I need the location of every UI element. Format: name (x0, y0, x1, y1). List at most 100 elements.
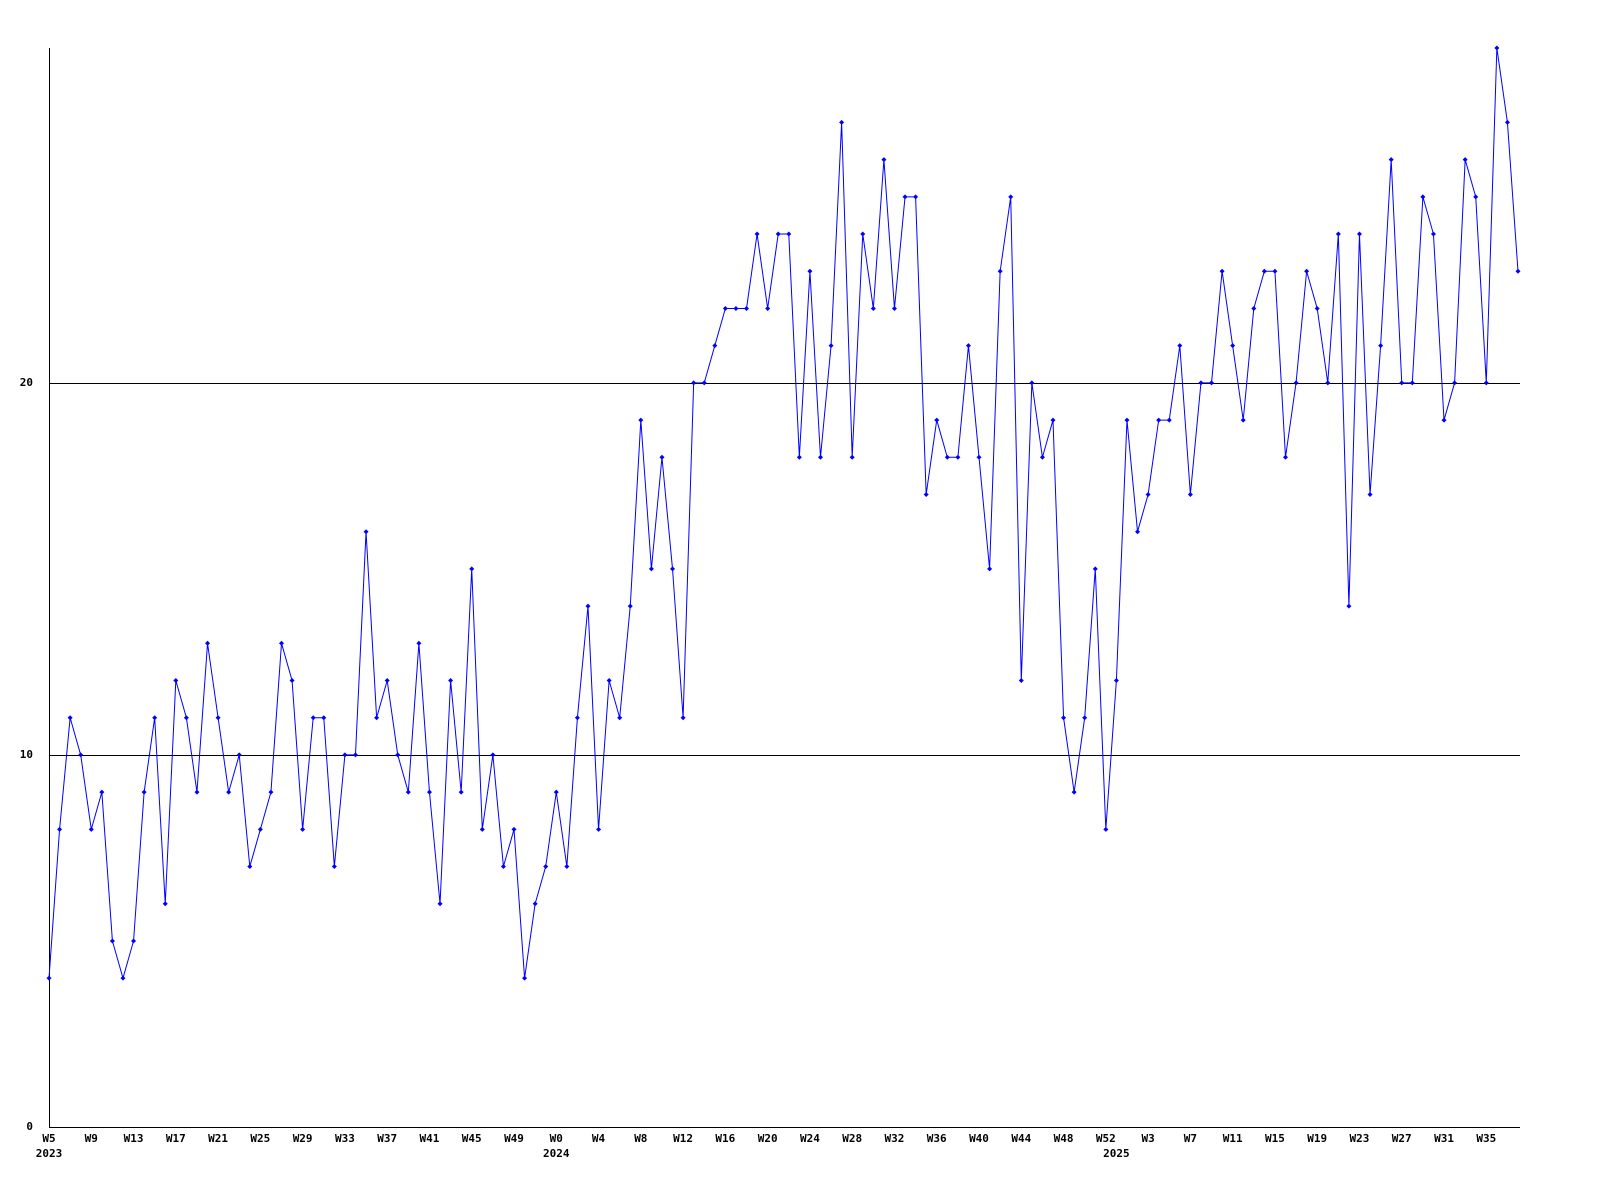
x-tick-label: W32 (885, 1132, 905, 1145)
point (405, 789, 411, 795)
point (416, 640, 422, 646)
point (1050, 417, 1056, 423)
point (131, 938, 137, 944)
x-tick-label: W44 (1011, 1132, 1031, 1145)
point (913, 194, 919, 200)
point (374, 715, 380, 721)
point (585, 603, 591, 609)
point (1061, 715, 1067, 721)
x-tick-label: W23 (1350, 1132, 1370, 1145)
point (1187, 491, 1193, 497)
point (1124, 417, 1130, 423)
point (775, 231, 781, 237)
point (786, 231, 792, 237)
point (268, 789, 274, 795)
point (152, 715, 158, 721)
point (469, 566, 475, 572)
point (670, 566, 676, 572)
y-tick-label: 20 (20, 376, 33, 389)
point (574, 715, 580, 721)
point (352, 752, 358, 758)
point (965, 343, 971, 349)
point (141, 789, 147, 795)
point (194, 789, 200, 795)
point (1166, 417, 1172, 423)
point (162, 901, 168, 907)
point (479, 826, 485, 832)
x-tick-label: W40 (969, 1132, 989, 1145)
point (279, 640, 285, 646)
point (437, 901, 443, 907)
x-tick-label: W19 (1307, 1132, 1327, 1145)
point (923, 491, 929, 497)
point (543, 864, 549, 870)
x-tick-label: W31 (1434, 1132, 1454, 1145)
point (1367, 491, 1373, 497)
point (247, 864, 253, 870)
point (1092, 566, 1098, 572)
point (1325, 380, 1331, 386)
x-tick-label: W8 (634, 1132, 647, 1145)
point (511, 826, 517, 832)
point (532, 901, 538, 907)
point (627, 603, 633, 609)
point (1071, 789, 1077, 795)
point (849, 454, 855, 460)
point (606, 678, 612, 684)
x-tick-label: W28 (842, 1132, 862, 1145)
point (1346, 603, 1352, 609)
point (1399, 380, 1405, 386)
point (955, 454, 961, 460)
x-tick-label: W35 (1476, 1132, 1496, 1145)
point (448, 678, 454, 684)
point (1452, 380, 1458, 386)
point (881, 157, 887, 163)
point (257, 826, 263, 832)
point (426, 789, 432, 795)
point (902, 194, 908, 200)
point (46, 975, 52, 981)
point (1113, 678, 1119, 684)
point (1293, 380, 1299, 386)
x-tick-label: W16 (715, 1132, 735, 1145)
point (1219, 268, 1225, 274)
point (1483, 380, 1489, 386)
point (363, 529, 369, 535)
point (1335, 231, 1341, 237)
point (1177, 343, 1183, 349)
point (1135, 529, 1141, 535)
point (712, 343, 718, 349)
point (1029, 380, 1035, 386)
point (691, 380, 697, 386)
year-label: 2023 (36, 1147, 63, 1160)
point (1272, 268, 1278, 274)
x-tick-label: W25 (250, 1132, 270, 1145)
point (564, 864, 570, 870)
point (173, 678, 179, 684)
x-tick-label: W7 (1184, 1132, 1197, 1145)
x-tick-label: W9 (85, 1132, 98, 1145)
point (1251, 305, 1257, 311)
point (1515, 268, 1521, 274)
x-tick-label: W36 (927, 1132, 947, 1145)
point (384, 678, 390, 684)
point (300, 826, 306, 832)
point (1082, 715, 1088, 721)
point (617, 715, 623, 721)
point (1198, 380, 1204, 386)
point (987, 566, 993, 572)
point (870, 305, 876, 311)
y-tick-label: 0 (26, 1120, 33, 1133)
point (997, 268, 1003, 274)
point (1304, 268, 1310, 274)
point (765, 305, 771, 311)
point (701, 380, 707, 386)
point (722, 305, 728, 311)
point (458, 789, 464, 795)
x-tick-label: W12 (673, 1132, 693, 1145)
point (1261, 268, 1267, 274)
point (659, 454, 665, 460)
point (395, 752, 401, 758)
x-tick-label: W24 (800, 1132, 820, 1145)
point (1145, 491, 1151, 497)
